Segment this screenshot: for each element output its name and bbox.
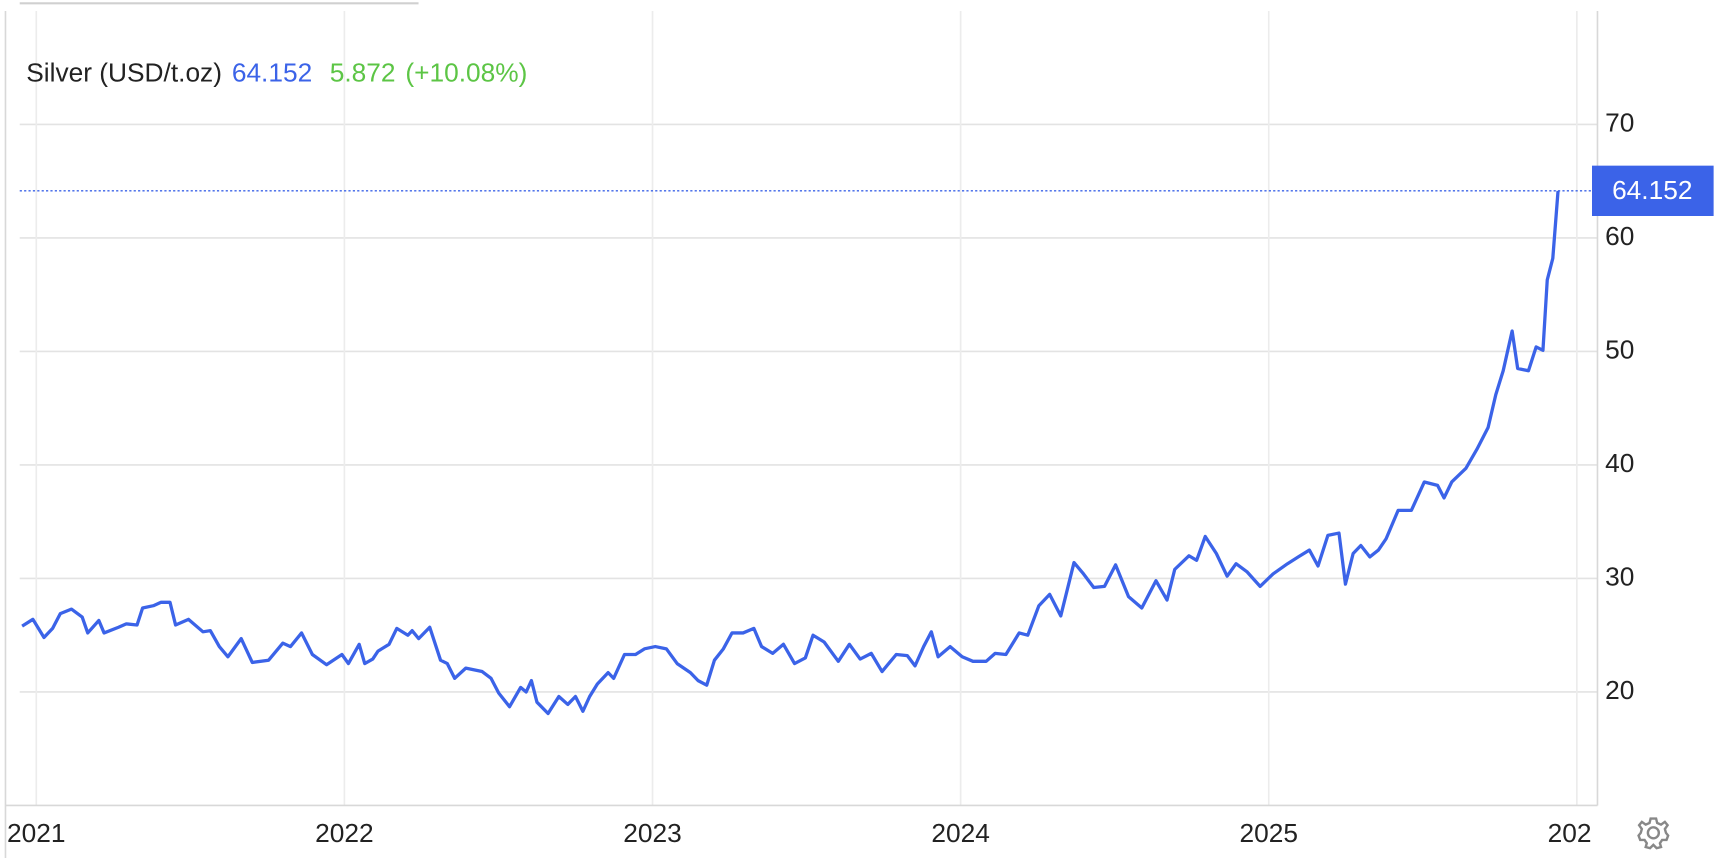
y-tick-label: 40	[1605, 448, 1634, 478]
y-tick-label: 20	[1605, 675, 1634, 705]
y-tick-label: 50	[1605, 334, 1634, 364]
x-tick-label: 2021	[7, 818, 65, 848]
x-tick-label: 2026	[1548, 818, 1606, 848]
x-tick-label: 2023	[623, 818, 681, 848]
x-tick-label: 2025	[1239, 818, 1297, 848]
header: Silver (USD/t.oz) 64.152 5.872 (+10.08%)	[26, 57, 527, 87]
grid	[5, 10, 1599, 807]
x-tick-label: 2022	[315, 818, 373, 848]
price-line	[21, 190, 1560, 716]
y-tick-label: 30	[1605, 561, 1634, 591]
chart-title: Silver (USD/t.oz)	[26, 57, 222, 87]
y-tick-label: 60	[1605, 221, 1634, 251]
y-tick-label: 70	[1605, 107, 1634, 137]
settings-icon[interactable]	[1637, 817, 1670, 850]
plot-area: 64.152	[19, 165, 1714, 716]
change-percent: (+10.08%)	[405, 57, 527, 87]
x-axis-labels: 2021 2022 2023 2024 2025 2026	[7, 818, 1606, 848]
last-value-label: 64.152	[1612, 175, 1692, 205]
last-value-badge	[1591, 165, 1714, 216]
change: 5.872	[330, 57, 396, 87]
y-axis-labels: 20 30 40 50 60 70	[1605, 107, 1634, 705]
last-value: 64.152	[232, 57, 312, 87]
x-tick-label: 2024	[931, 818, 989, 848]
